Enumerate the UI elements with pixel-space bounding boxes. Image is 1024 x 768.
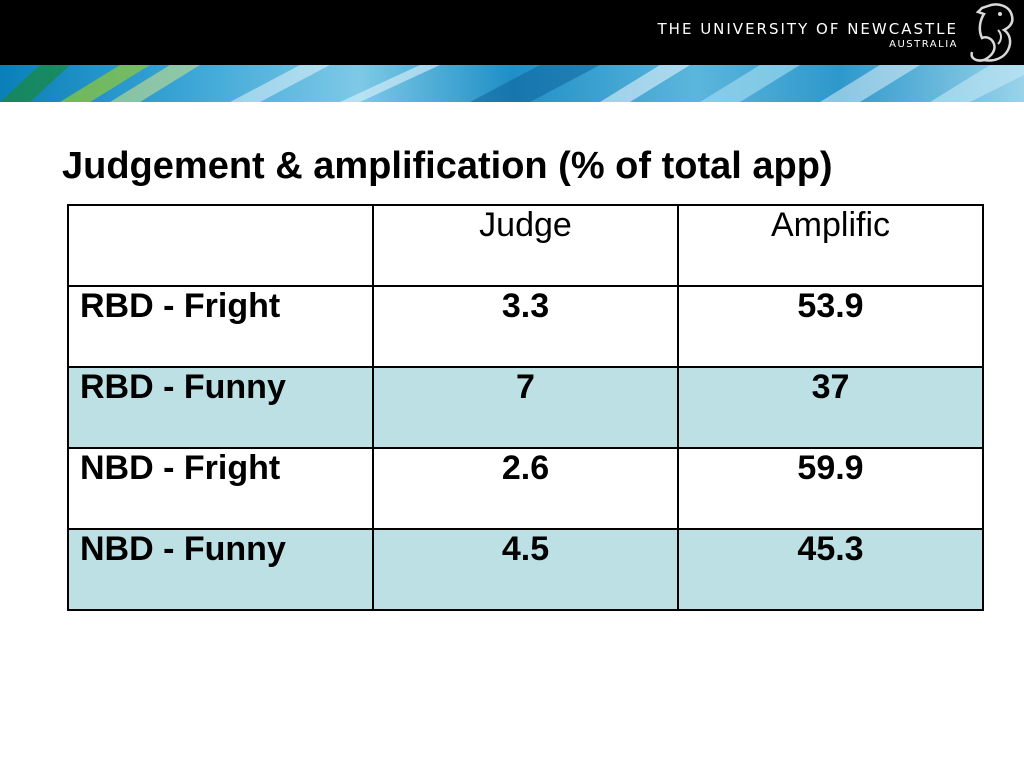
row-label: NBD - Funny (67, 528, 374, 611)
data-table: Judge Amplific RBD - Fright 3.3 53.9 RBD… (67, 204, 984, 611)
amplific-value: 59.9 (677, 447, 984, 530)
banner-streaks (0, 65, 1024, 102)
row-label: RBD - Fright (67, 285, 374, 368)
amplific-value: 45.3 (677, 528, 984, 611)
amplific-value: 53.9 (677, 285, 984, 368)
decorative-banner (0, 65, 1024, 102)
table-header-row: Judge Amplific (67, 204, 984, 287)
table-row: RBD - Funny 7 37 (67, 366, 984, 449)
row-label: RBD - Funny (67, 366, 374, 449)
header-cell-amplific: Amplific (677, 204, 984, 287)
logo-line-2: AUSTRALIA (889, 39, 958, 50)
judge-value: 3.3 (372, 285, 679, 368)
table-row: NBD - Fright 2.6 59.9 (67, 447, 984, 530)
table-row: NBD - Funny 4.5 45.3 (67, 528, 984, 611)
amplific-value: 37 (677, 366, 984, 449)
row-label: NBD - Fright (67, 447, 374, 530)
header-cell-judge: Judge (372, 204, 679, 287)
header-cell-empty (67, 204, 374, 287)
slide-title: Judgement & amplification (% of total ap… (62, 145, 833, 187)
judge-value: 4.5 (372, 528, 679, 611)
judge-value: 7 (372, 366, 679, 449)
logo-line-1: THE UNIVERSITY OF NEWCASTLE (657, 20, 958, 38)
seahorse-icon (970, 3, 1014, 62)
university-logo-text: THE UNIVERSITY OF NEWCASTLE AUSTRALIA (658, 20, 959, 52)
judge-value: 2.6 (372, 447, 679, 530)
header-bar: THE UNIVERSITY OF NEWCASTLE AUSTRALIA (0, 0, 1024, 65)
table-row: RBD - Fright 3.3 53.9 (67, 285, 984, 368)
